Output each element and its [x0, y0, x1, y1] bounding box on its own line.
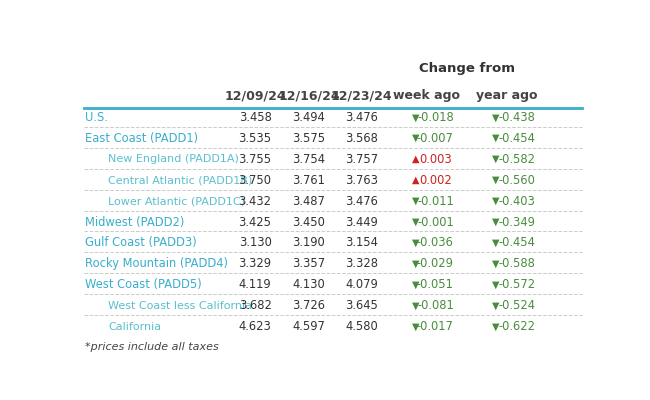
Text: 3.757: 3.757 [345, 153, 378, 166]
Text: 4.130: 4.130 [292, 278, 325, 291]
Text: ▼: ▼ [492, 280, 500, 290]
Text: 0.002: 0.002 [419, 174, 452, 187]
Text: -0.007: -0.007 [417, 132, 454, 145]
Text: 3.575: 3.575 [292, 132, 326, 145]
Text: 4.597: 4.597 [292, 320, 326, 333]
Text: Midwest (PADD2): Midwest (PADD2) [85, 216, 185, 228]
Text: 3.763: 3.763 [345, 174, 378, 187]
Text: -0.403: -0.403 [499, 194, 536, 208]
Text: 3.754: 3.754 [292, 153, 326, 166]
Text: 3.494: 3.494 [292, 111, 325, 124]
Text: ▼: ▼ [492, 322, 500, 332]
Text: 4.580: 4.580 [345, 320, 378, 333]
Text: 3.476: 3.476 [345, 111, 378, 124]
Text: Lower Atlantic (PADD1C): Lower Atlantic (PADD1C) [108, 196, 245, 206]
Text: Central Atlantic (PADD1B): Central Atlantic (PADD1B) [108, 175, 252, 185]
Text: -0.572: -0.572 [499, 278, 536, 291]
Text: ▼: ▼ [492, 301, 500, 311]
Text: ▲: ▲ [411, 154, 419, 164]
Text: U.S.: U.S. [85, 111, 108, 124]
Text: ▼: ▼ [492, 175, 500, 185]
Text: 3.476: 3.476 [345, 194, 378, 208]
Text: 3.329: 3.329 [239, 258, 272, 270]
Text: ▼: ▼ [492, 112, 500, 122]
Text: West Coast less California: West Coast less California [108, 301, 252, 311]
Text: 3.357: 3.357 [292, 258, 326, 270]
Text: ▼: ▼ [411, 280, 419, 290]
Text: ▲: ▲ [411, 175, 419, 185]
Text: 3.432: 3.432 [239, 194, 272, 208]
Text: -0.001: -0.001 [417, 216, 454, 228]
Text: California: California [108, 322, 161, 332]
Text: -0.588: -0.588 [499, 258, 536, 270]
Text: Rocky Mountain (PADD4): Rocky Mountain (PADD4) [85, 258, 228, 270]
Text: ▼: ▼ [492, 154, 500, 164]
Text: Change from: Change from [419, 62, 515, 74]
Text: 3.190: 3.190 [292, 236, 325, 250]
Text: 3.487: 3.487 [292, 194, 326, 208]
Text: -0.622: -0.622 [499, 320, 536, 333]
Text: -0.081: -0.081 [417, 299, 454, 312]
Text: ▼: ▼ [411, 112, 419, 122]
Text: -0.454: -0.454 [499, 236, 536, 250]
Text: 0.003: 0.003 [419, 153, 452, 166]
Text: week ago: week ago [393, 89, 460, 102]
Text: 3.568: 3.568 [345, 132, 378, 145]
Text: -0.524: -0.524 [499, 299, 536, 312]
Text: ▼: ▼ [411, 217, 419, 227]
Text: ▼: ▼ [492, 238, 500, 248]
Text: 3.645: 3.645 [345, 299, 378, 312]
Text: year ago: year ago [476, 89, 538, 102]
Text: -0.036: -0.036 [417, 236, 454, 250]
Text: 3.726: 3.726 [292, 299, 326, 312]
Text: ▼: ▼ [411, 133, 419, 143]
Text: 4.119: 4.119 [239, 278, 271, 291]
Text: 3.682: 3.682 [239, 299, 272, 312]
Text: 3.425: 3.425 [239, 216, 272, 228]
Text: ▼: ▼ [492, 196, 500, 206]
Text: 4.079: 4.079 [345, 278, 378, 291]
Text: ▼: ▼ [411, 259, 419, 269]
Text: ▼: ▼ [492, 217, 500, 227]
Text: 3.328: 3.328 [345, 258, 378, 270]
Text: -0.454: -0.454 [499, 132, 536, 145]
Text: -0.018: -0.018 [417, 111, 454, 124]
Text: 3.535: 3.535 [239, 132, 272, 145]
Text: ▼: ▼ [411, 196, 419, 206]
Text: East Coast (PADD1): East Coast (PADD1) [85, 132, 198, 145]
Text: 12/16/24: 12/16/24 [278, 89, 340, 102]
Text: ▼: ▼ [492, 133, 500, 143]
Text: ▼: ▼ [411, 301, 419, 311]
Text: -0.438: -0.438 [499, 111, 536, 124]
Text: 12/09/24: 12/09/24 [224, 89, 286, 102]
Text: 3.458: 3.458 [239, 111, 272, 124]
Text: -0.011: -0.011 [417, 194, 454, 208]
Text: -0.560: -0.560 [499, 174, 536, 187]
Text: *prices include all taxes: *prices include all taxes [85, 342, 219, 352]
Text: -0.349: -0.349 [499, 216, 536, 228]
Text: West Coast (PADD5): West Coast (PADD5) [85, 278, 202, 291]
Text: 3.154: 3.154 [345, 236, 378, 250]
Text: 3.450: 3.450 [292, 216, 326, 228]
Text: -0.051: -0.051 [417, 278, 454, 291]
Text: -0.029: -0.029 [417, 258, 454, 270]
Text: 3.130: 3.130 [239, 236, 272, 250]
Text: ▼: ▼ [411, 322, 419, 332]
Text: ▼: ▼ [411, 238, 419, 248]
Text: -0.017: -0.017 [417, 320, 454, 333]
Text: ▼: ▼ [492, 259, 500, 269]
Text: 3.755: 3.755 [239, 153, 272, 166]
Text: 4.623: 4.623 [239, 320, 272, 333]
Text: New England (PADD1A): New England (PADD1A) [108, 154, 239, 164]
Text: 12/23/24: 12/23/24 [331, 89, 393, 102]
Text: 3.750: 3.750 [239, 174, 272, 187]
Text: -0.582: -0.582 [499, 153, 536, 166]
Text: Gulf Coast (PADD3): Gulf Coast (PADD3) [85, 236, 197, 250]
Text: 3.761: 3.761 [292, 174, 326, 187]
Text: 3.449: 3.449 [345, 216, 378, 228]
